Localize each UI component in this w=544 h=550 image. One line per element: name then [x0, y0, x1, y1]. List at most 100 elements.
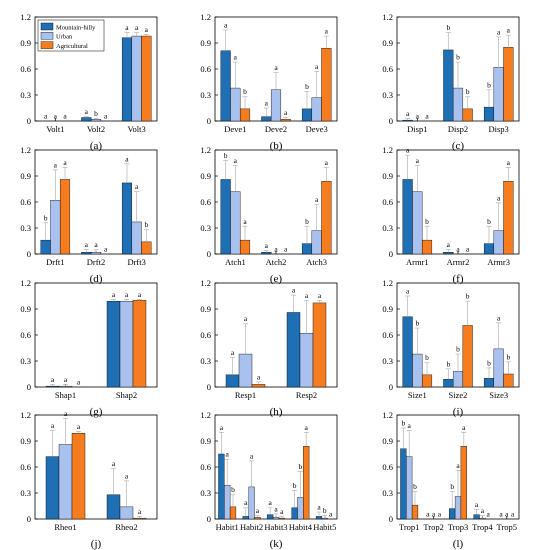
significance-label: a [256, 506, 260, 515]
x-tick-label: Volt3 [128, 124, 146, 134]
x-tick-label: Armr3 [487, 257, 510, 267]
x-tick-label: Deve3 [306, 124, 328, 134]
y-tick-label: 0.9 [382, 171, 393, 181]
bar-urban [238, 353, 253, 388]
significance-label: b [44, 213, 48, 222]
significance-label: a [226, 450, 230, 459]
significance-label: a [325, 27, 329, 36]
panel-label: (a) [90, 140, 103, 152]
bar-mountain-hilly [40, 239, 51, 255]
significance-label: a [456, 461, 460, 470]
significance-label: a [315, 195, 319, 204]
y-tick-label: 0.3 [200, 90, 211, 100]
bar-mountain-hilly [261, 116, 272, 122]
x-tick-label: Resp2 [296, 390, 317, 400]
bar-urban [493, 67, 504, 122]
bar-mountain-hilly [483, 243, 495, 255]
y-tick-label: 0.3 [20, 356, 31, 366]
bar-urban [230, 87, 241, 122]
bar-urban [311, 97, 322, 122]
bar-urban [272, 517, 280, 520]
y-tick-label: 0.3 [382, 356, 393, 366]
significance-label: b [487, 358, 491, 367]
significance-label: a [497, 193, 501, 202]
bar-urban [270, 89, 282, 122]
significance-label: b [323, 506, 327, 515]
bar-urban [297, 497, 304, 520]
y-tick-label: 1.2 [200, 410, 211, 420]
bar-urban [90, 119, 102, 122]
significance-label: b [466, 87, 470, 96]
x-tick-label: Drft3 [127, 257, 145, 267]
legend-entry: Urban [56, 34, 73, 41]
significance-label: a [63, 158, 67, 167]
significance-label: b [94, 109, 98, 118]
y-tick-label: 0 [389, 249, 393, 259]
bar-mountain-hilly [449, 508, 456, 520]
y-tick-label: 0.9 [382, 436, 393, 446]
panel-label: (j) [91, 538, 102, 550]
y-tick-label: 1.2 [20, 12, 31, 22]
x-tick-label: Armr2 [447, 257, 470, 267]
bar-urban [224, 485, 231, 520]
y-tick-label: 0 [207, 382, 211, 392]
bar-urban [493, 348, 504, 388]
significance-label: a [456, 245, 460, 254]
x-tick-label: Habit5 [313, 522, 336, 532]
legend-swatch-agricultural [40, 41, 54, 49]
bar-mountain-hilly [483, 106, 495, 122]
x-tick-label: Habit1 [216, 522, 239, 532]
significance-label: a [406, 287, 410, 296]
x-tick-label: Habit3 [264, 522, 287, 532]
y-tick-label: 0.9 [382, 304, 393, 314]
x-tick-label: Rheo1 [54, 522, 76, 532]
significance-label: a [125, 290, 129, 299]
y-tick-label: 0.6 [382, 462, 393, 472]
bar-urban [412, 353, 423, 388]
bar-mountain-hilly [225, 374, 240, 388]
y-tick-label: 1.2 [20, 278, 31, 288]
bar-agricultural [239, 108, 251, 122]
bar-agricultural [321, 48, 332, 122]
x-tick-label: Atch1 [225, 257, 246, 267]
significance-label: a [85, 107, 89, 116]
y-tick-label: 0.3 [200, 488, 211, 498]
significance-label: b [293, 481, 297, 490]
bar-mountain-hilly [81, 117, 92, 122]
significance-label: a [425, 112, 429, 121]
significance-label: a [234, 156, 238, 165]
y-tick-label: 1.2 [20, 410, 31, 420]
x-tick-label: Disp3 [489, 124, 509, 134]
y-tick-label: 1.2 [200, 145, 211, 155]
bar-urban [493, 230, 504, 255]
bar-mountain-hilly [286, 312, 301, 388]
x-tick-label: Habit4 [289, 522, 313, 532]
y-tick-label: 1.2 [200, 278, 211, 288]
significance-label: a [243, 217, 247, 226]
significance-label: b [402, 419, 406, 428]
y-tick-label: 0.6 [20, 330, 31, 340]
significance-label: a [269, 498, 273, 507]
significance-label: a [499, 510, 503, 519]
y-tick-label: 0 [207, 116, 211, 126]
significance-label: a [305, 423, 309, 432]
significance-label: a [125, 471, 129, 480]
y-tick-label: 0 [389, 116, 393, 126]
y-tick-label: 0.9 [382, 38, 393, 48]
bar-urban [119, 506, 134, 520]
bar-agricultural [421, 239, 433, 255]
bar-mountain-hilly [121, 182, 133, 255]
y-tick-label: 0 [27, 382, 31, 392]
significance-label: a [318, 291, 322, 300]
bar-urban [454, 496, 462, 520]
bar-urban [406, 456, 413, 520]
bar-mountain-hilly [81, 252, 92, 255]
bar-mountain-hilly [315, 516, 323, 520]
significance-label: a [432, 510, 436, 519]
bar-mountain-hilly [121, 37, 133, 122]
y-tick-label: 0.3 [20, 223, 31, 233]
bar-mountain-hilly [402, 316, 413, 388]
x-tick-label: Trop3 [448, 522, 468, 532]
bar-mountain-hilly [242, 516, 249, 520]
